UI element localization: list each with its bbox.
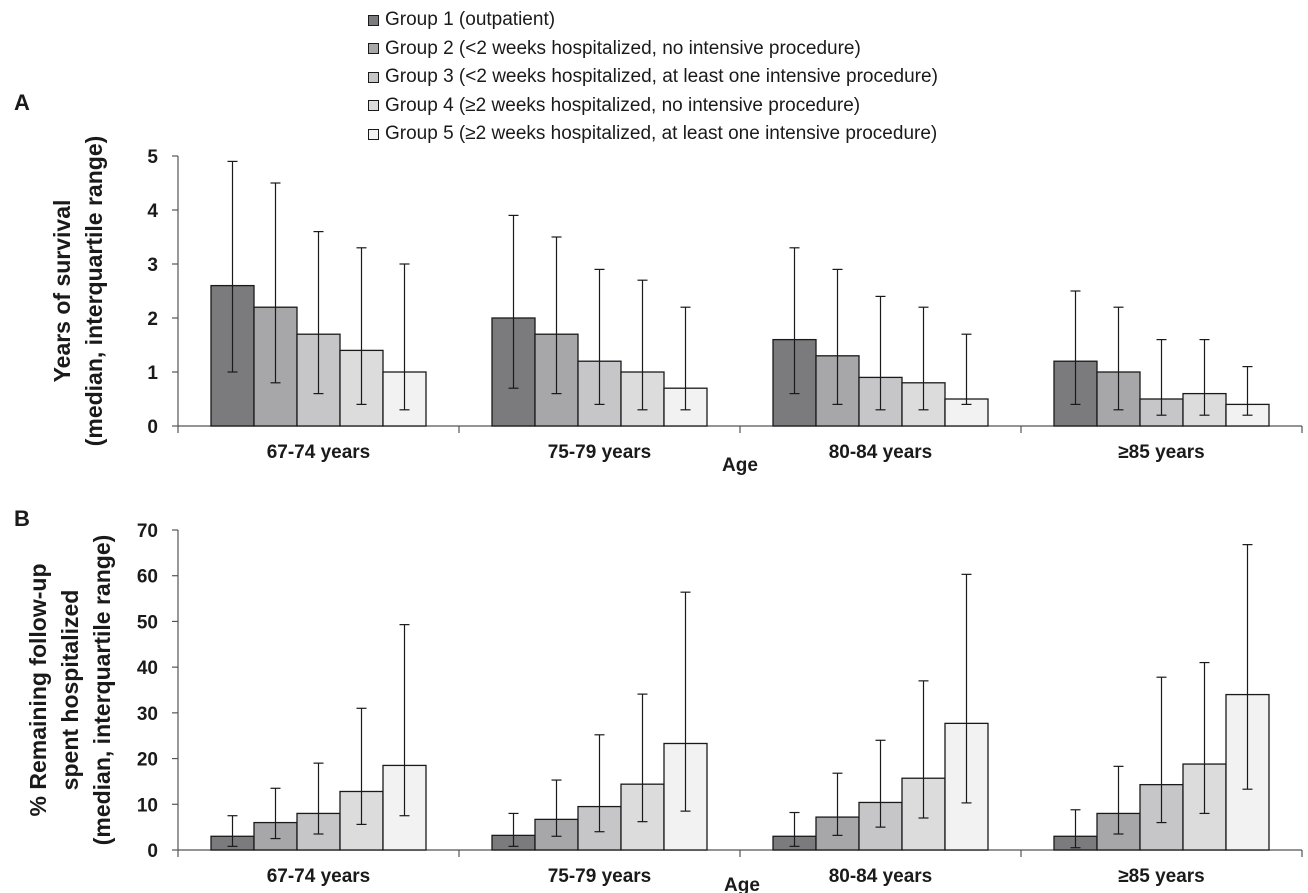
legend-label: Group 1 (outpatient): [385, 9, 556, 31]
legend-swatch: [368, 71, 379, 83]
legend-item-group-1: Group 1 (outpatient): [368, 6, 938, 35]
y-tick-label: 30: [137, 704, 158, 725]
legend-item-group-4: Group 4 (≥2 weeks hospitalized, no inten…: [368, 92, 938, 121]
x-axis-title: Age: [722, 455, 758, 476]
y-tick-label: 0: [147, 841, 158, 862]
legend-swatch: [368, 14, 379, 26]
y-tick-label: 2: [147, 309, 158, 330]
x-tick-label: ≥85 years: [1118, 442, 1205, 463]
chart-legend: Group 1 (outpatient) Group 2 (<2 weeks h…: [368, 6, 938, 149]
legend-item-group-5: Group 5 (≥2 weeks hospitalized, at least…: [368, 120, 938, 149]
y-axis-title: Years of survival: [49, 200, 75, 383]
x-tick-label: 80-84 years: [829, 866, 933, 887]
bar-group-5: [944, 398, 989, 427]
x-tick-label: 67-74 years: [267, 866, 371, 887]
y-tick-label: 70: [137, 521, 158, 542]
y-axis-title: % Remaining follow-up: [25, 564, 51, 817]
y-tick-label: 60: [137, 567, 158, 588]
panel-a: 0 1 2 3 4 5 67-74 years 75-79 years 80-84 years ≥…: [49, 136, 1303, 476]
y-axis-title: (median, interquartile range): [89, 535, 115, 846]
legend-swatch: [368, 43, 379, 55]
x-tick-label: 67-74 years: [267, 442, 371, 463]
y-tick-label: 50: [137, 612, 158, 633]
y-tick-label: 40: [137, 658, 158, 679]
legend-swatch: [368, 100, 379, 112]
legend-label: Group 5 (≥2 weeks hospitalized, at least…: [385, 123, 938, 145]
panel-b: 0 10 20 30 40 50 60 70 67-74 years 75-79 years 80-…: [25, 521, 1303, 893]
x-tick-label: 75-79 years: [548, 442, 652, 463]
y-tick-label: 4: [147, 201, 158, 222]
legend-label: Group 3 (<2 weeks hospitalized, at least…: [385, 66, 938, 88]
legend-label: Group 2 (<2 weeks hospitalized, no inten…: [385, 37, 861, 59]
legend-item-group-2: Group 2 (<2 weeks hospitalized, no inten…: [368, 35, 938, 64]
panel-label-b: B: [14, 506, 30, 531]
x-axis-title: Age: [724, 875, 760, 893]
y-tick-label: 1: [147, 363, 158, 384]
legend-item-group-3: Group 3 (<2 weeks hospitalized, at least…: [368, 63, 938, 92]
y-tick-label: 3: [147, 255, 158, 276]
y-tick-label: 20: [137, 750, 158, 771]
x-tick-label: ≥85 years: [1118, 866, 1205, 887]
legend-swatch: [368, 128, 379, 140]
panel-label-a: A: [14, 90, 30, 115]
x-tick-label: 75-79 years: [548, 866, 652, 887]
legend-label: Group 4 (≥2 weeks hospitalized, no inten…: [385, 94, 861, 116]
y-axis-title: (median, interquartile range): [81, 136, 107, 447]
y-tick-label: 0: [147, 417, 158, 438]
x-tick-label: 80-84 years: [829, 442, 933, 463]
y-axis-title: spent hospitalized: [57, 590, 83, 791]
y-tick-label: 10: [137, 795, 158, 816]
y-tick-label: 5: [147, 147, 158, 168]
